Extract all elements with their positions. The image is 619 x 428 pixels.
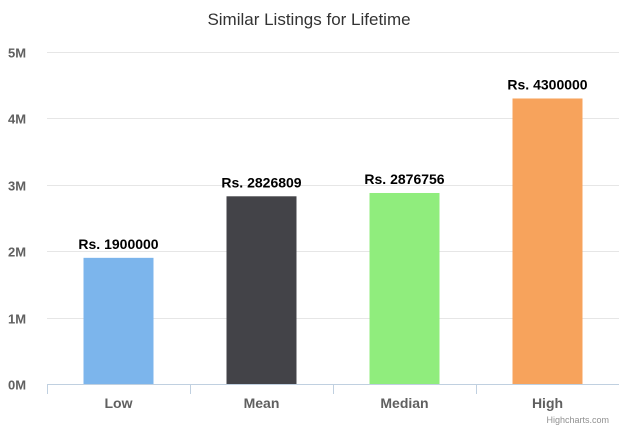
y-axis-ticks: 0M 1M 2M 3M 4M 5M [8,46,26,393]
chart-title: Similar Listings for Lifetime [207,10,410,29]
x-tick-label: Median [380,395,428,411]
y-tick-label: 1M [8,312,26,327]
x-tick-label: High [532,395,563,411]
data-label: Rs. 1900000 [78,236,158,252]
x-axis-ticks: Low Mean Median High [47,384,563,411]
bar [83,257,154,384]
data-label: Rs. 4300000 [507,76,587,92]
credits-link[interactable]: Highcharts.com [546,415,609,425]
x-tick-label: Low [105,395,133,411]
data-label: Rs. 2826809 [221,174,301,190]
bars [83,98,583,384]
bar [512,98,583,384]
y-tick-label: 3M [8,179,26,194]
x-tick-label: Mean [244,395,280,411]
y-tick-label: 4M [8,112,26,127]
data-labels: Rs. 1900000 Rs. 2826809 Rs. 2876756 Rs. 430… [78,76,587,251]
y-tick-label: 5M [8,46,26,61]
y-tick-label: 2M [8,245,26,260]
data-label: Rs. 2876756 [364,171,444,187]
bar [226,196,297,384]
bar [369,192,440,384]
y-tick-label: 0M [8,378,26,393]
